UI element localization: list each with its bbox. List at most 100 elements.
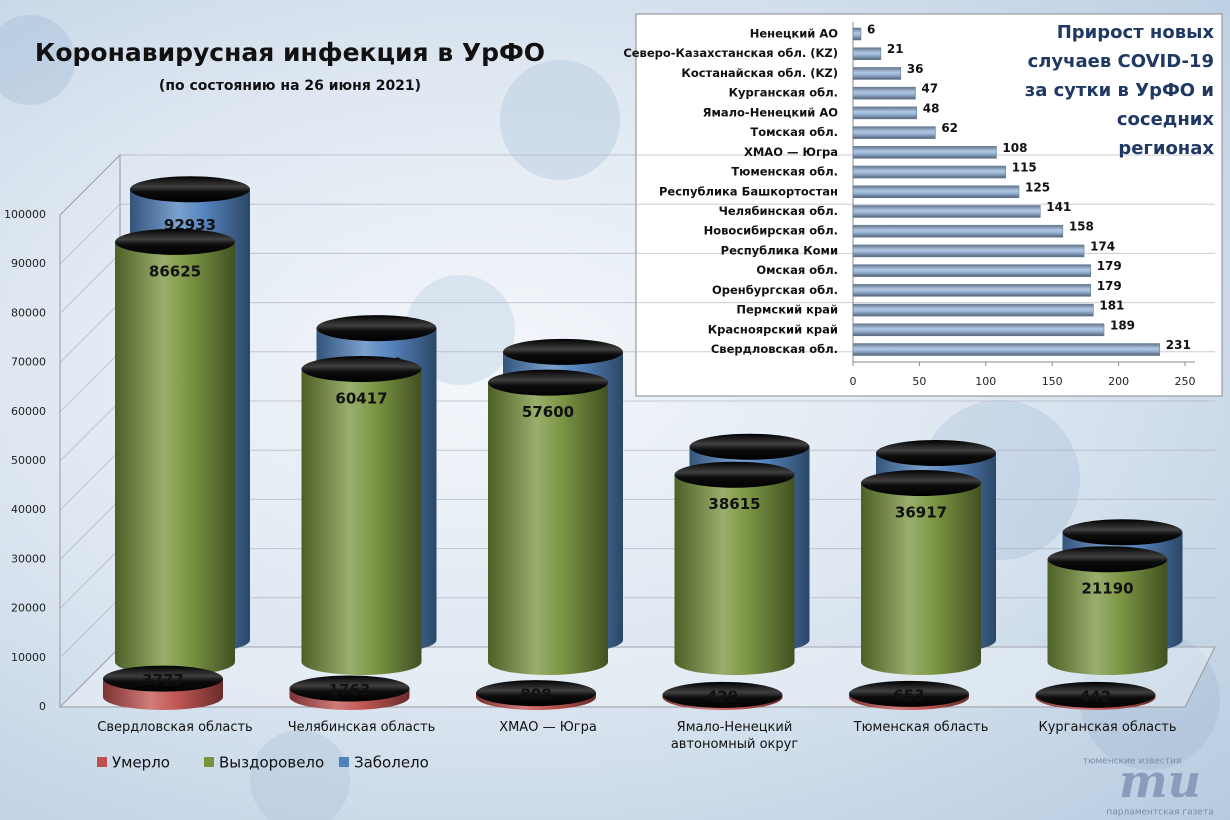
y-tick-label: 50000 (11, 454, 46, 467)
y-tick-label: 40000 (11, 503, 46, 516)
y-tick-label: Омская обл. (756, 263, 838, 277)
x-tick-label: 0 (850, 375, 857, 388)
bar (852, 264, 1092, 277)
grid-line (59, 154, 1215, 216)
bar (852, 224, 1064, 238)
x-tick-label: Ямало-Ненецкий автономный округ (670, 720, 799, 752)
x-tick-label: 200 (1108, 375, 1129, 388)
data-label: 3777 (142, 671, 184, 689)
data-label: 21190 (1081, 580, 1133, 598)
x-tick-label: Челябинская область (287, 720, 436, 735)
cylinder-top (289, 675, 410, 702)
y-tick-label: Республика Башкортостан (659, 184, 838, 198)
y-tick-label: ХМАО — Югра (744, 145, 838, 159)
data-label: 108 (1002, 141, 1027, 155)
legend-label: Выздоровело (219, 754, 324, 772)
bar (852, 323, 1105, 337)
chart-subtitle: (по состоянию на 26 июня 2021) (159, 78, 421, 94)
data-label: 189 (1110, 318, 1135, 332)
y-tick-label: 20000 (11, 602, 46, 615)
y-tick-label: Ямало-Ненецкий АО (703, 105, 839, 119)
cylinder-top (662, 681, 783, 708)
cylinder-top (301, 355, 422, 382)
data-label: 48 (923, 101, 940, 115)
x-tick-label: ХМАО — Югра (499, 720, 597, 735)
cylinder-body (861, 482, 981, 675)
cylinder-body (301, 368, 422, 676)
bar (852, 284, 1092, 297)
cylinder-top (130, 176, 250, 203)
cylinder-top (674, 461, 795, 488)
cylinder-body (115, 241, 235, 675)
y-tick-label: Свердловская обл. (711, 342, 838, 356)
data-label: 47 (921, 82, 938, 96)
cylinder-top (1035, 681, 1156, 708)
y-tick-label: Пермский край (736, 303, 838, 317)
y-tick-label: 10000 (11, 651, 46, 664)
cylinder-top (689, 433, 810, 460)
bar (852, 67, 902, 80)
data-label: 1763 (329, 681, 371, 699)
y-tick-label: 80000 (11, 306, 46, 319)
data-label: 158 (1069, 220, 1094, 234)
cylinder-top (476, 680, 596, 707)
data-label: 38615 (708, 495, 760, 513)
data-label: 21 (887, 42, 904, 56)
data-label: 181 (1099, 299, 1124, 313)
y-tick-label: Томская обл. (750, 125, 838, 139)
x-tick-label: 150 (1042, 375, 1063, 388)
y-tick-label: Курганская обл. (729, 86, 838, 100)
bar (852, 165, 1007, 179)
y-tick-label: Красноярский край (708, 322, 838, 336)
bar (852, 86, 916, 100)
data-label: 57600 (522, 403, 574, 421)
y-tick-label: 0 (39, 700, 46, 713)
data-label: 6 (867, 23, 875, 37)
bar (852, 126, 936, 139)
bar (852, 47, 882, 61)
data-label: 179 (1097, 279, 1122, 293)
bar (852, 146, 997, 159)
data-label: 429 (707, 687, 738, 705)
y-tick-label: Республика Коми (721, 243, 838, 257)
y-tick-label: 60000 (11, 405, 46, 418)
bar (852, 27, 862, 41)
data-label: 231 (1166, 338, 1191, 352)
y-tick-label: Челябинская обл. (719, 204, 838, 218)
y-tick-label: Северо-Казахстанская обл. (KZ) (623, 46, 838, 60)
data-label: 653 (893, 686, 924, 704)
y-tick-label: 100000 (4, 208, 46, 221)
x-tick-label: 250 (1175, 375, 1196, 388)
data-label: 86625 (149, 262, 201, 280)
cylinder-top (1062, 519, 1183, 546)
cylinder-top (115, 228, 235, 255)
cylinder-top (488, 369, 608, 396)
data-label: 141 (1046, 200, 1071, 214)
cylinder-body (674, 474, 795, 676)
data-label: 115 (1012, 161, 1037, 175)
bar (852, 205, 1041, 218)
legend-swatch (339, 757, 349, 767)
x-tick-label: 100 (975, 375, 996, 388)
data-label: 125 (1025, 180, 1050, 194)
y-tick-label: Оренбургская обл. (712, 283, 838, 297)
bar (852, 303, 1094, 317)
cylinder-body (1047, 559, 1168, 676)
logo-bottom: парламентская газета (1106, 808, 1213, 818)
bar (852, 343, 1161, 356)
y-tick-label: 90000 (11, 257, 46, 270)
legend-swatch (97, 757, 107, 767)
x-tick-label: Свердловская область (97, 720, 253, 735)
y-tick-label: Ненецкий АО (750, 27, 839, 41)
cylinder-top (503, 338, 623, 365)
bar (852, 106, 918, 120)
data-label: 179 (1097, 259, 1122, 273)
x-tick-label: Курганская область (1038, 720, 1177, 735)
y-tick-label: Тюменская обл. (731, 165, 838, 179)
data-label: 36 (907, 62, 924, 76)
x-tick-label: 50 (912, 375, 926, 388)
data-label: 62 (941, 121, 958, 135)
legend-swatch (204, 757, 214, 767)
data-label: 60417 (335, 389, 387, 407)
